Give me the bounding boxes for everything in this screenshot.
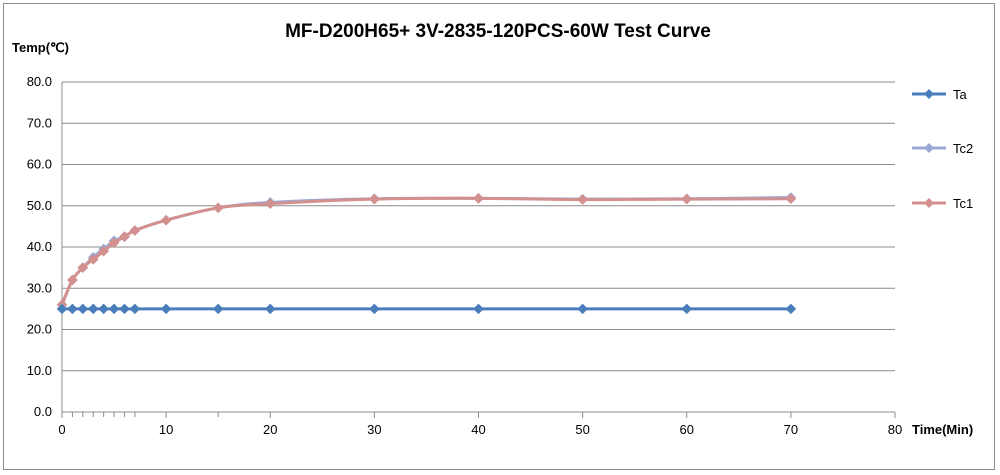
data-point-tc1 [119, 231, 130, 242]
y-tick-label: 80.0 [27, 74, 52, 89]
data-point-tc1 [129, 225, 141, 236]
y-tick-label: 20.0 [27, 322, 52, 337]
y-tick-label: 60.0 [27, 157, 52, 172]
gridlines [62, 81, 895, 372]
axes [61, 82, 896, 418]
data-point-tc1 [67, 274, 78, 286]
legend-marker-tc2 [924, 143, 934, 153]
y-tick-label: 70.0 [27, 115, 52, 130]
legend-marker-ta [924, 89, 934, 99]
y-axis-label: Temp(℃) [12, 40, 69, 55]
data-point-ta [577, 303, 588, 315]
y-tick-label: 50.0 [27, 198, 52, 213]
chart-frame [3, 3, 995, 470]
data-point-tc1 [681, 193, 693, 205]
series-group [56, 192, 797, 315]
data-point-tc1 [77, 262, 89, 273]
x-tick-label: 60 [680, 422, 694, 437]
data-point-ta [681, 303, 693, 315]
data-point-ta [785, 303, 797, 315]
tick-labels: 0.0 10.0 20.0 30.0 40.0 50.0 60.0 70.0 80.0 0 10 20… [27, 74, 903, 437]
x-tick-label: 30 [367, 422, 381, 437]
data-point-ta [264, 303, 276, 315]
legend-label-tc1: Tc1 [953, 196, 973, 211]
data-point-tc1 [160, 214, 172, 226]
data-point-tc1 [87, 254, 99, 265]
data-point-ta [98, 303, 109, 315]
x-axis-label: Time(Min) [912, 422, 973, 437]
data-point-ta [108, 303, 120, 315]
data-point-ta [119, 303, 130, 315]
data-point-tc1 [212, 202, 224, 214]
data-point-ta [67, 303, 78, 315]
x-tick-label: 40 [471, 422, 485, 437]
data-point-tc1 [369, 193, 380, 205]
data-point-ta [77, 303, 89, 315]
data-point-tc1 [577, 194, 588, 205]
x-tick-label: 20 [263, 422, 277, 437]
data-point-tc1 [785, 193, 797, 205]
x-tick-label: 0 [58, 422, 65, 437]
y-tick-label: 10.0 [27, 363, 52, 378]
x-tick-label: 70 [784, 422, 798, 437]
y-tick-label: 30.0 [27, 280, 52, 295]
data-point-ta [129, 303, 141, 315]
series-line-tc1 [60, 196, 791, 306]
data-point-ta [212, 303, 224, 315]
legend-marker-tc1 [924, 198, 934, 208]
data-point-ta [56, 303, 68, 315]
data-point-tc1 [473, 193, 484, 204]
legend: Ta Tc2 Tc1 [912, 87, 973, 211]
data-point-ta [160, 303, 172, 315]
data-point-tc1 [108, 237, 120, 249]
x-tick-label: 10 [159, 422, 173, 437]
x-tick-label: 50 [575, 422, 589, 437]
y-tick-label: 0.0 [34, 404, 52, 419]
legend-label-ta: Ta [953, 87, 968, 102]
data-point-ta [87, 303, 99, 315]
chart-title: MF-D200H65+ 3V-2835-120PCS-60W Test Curv… [285, 21, 711, 42]
legend-label-tc2: Tc2 [953, 141, 973, 156]
data-point-ta [473, 303, 484, 315]
x-tick-label: 80 [888, 422, 902, 437]
data-point-tc1 [264, 198, 276, 209]
data-point-tc1 [98, 245, 109, 257]
data-point-ta [369, 303, 380, 315]
y-tick-label: 40.0 [27, 239, 52, 254]
